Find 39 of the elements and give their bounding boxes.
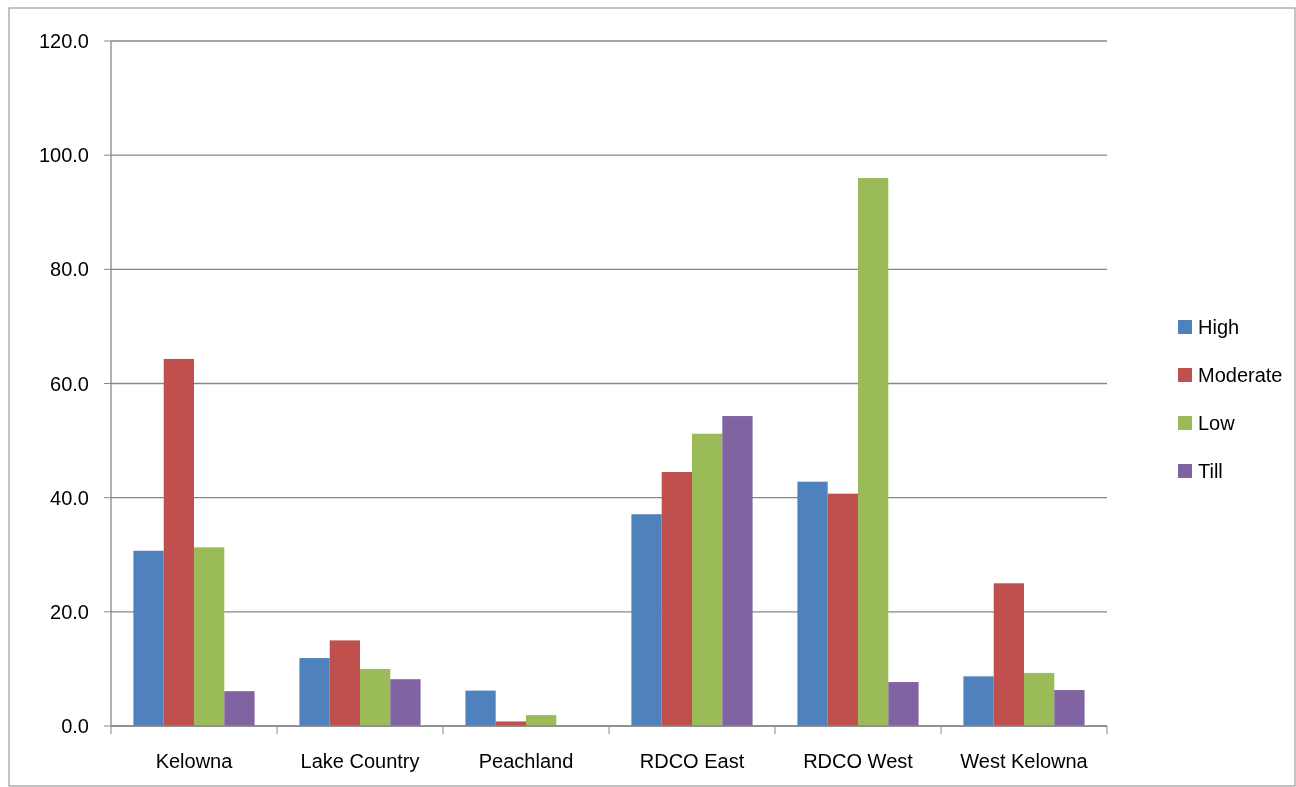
- x-tick-label: RDCO West: [803, 750, 914, 772]
- bar: [329, 640, 360, 726]
- bar: [390, 679, 421, 726]
- bar: [299, 658, 330, 726]
- bar: [963, 676, 994, 726]
- bar: [224, 691, 255, 726]
- bar: [797, 481, 828, 726]
- x-tick-label: West Kelowna: [960, 750, 1089, 772]
- x-tick-label: Peachland: [478, 750, 574, 772]
- bar: [163, 358, 194, 726]
- x-tick-label: Lake Country: [300, 750, 420, 772]
- y-tick-label: 100.0: [38, 144, 89, 167]
- y-tick-label: 120.0: [38, 30, 89, 52]
- bar: [722, 416, 753, 726]
- legend-label: Till: [1198, 460, 1223, 482]
- bar: [888, 682, 919, 726]
- y-tick-label: 20.0: [50, 600, 89, 623]
- bar: [194, 547, 225, 726]
- bar: [1054, 690, 1085, 726]
- bar: [133, 550, 164, 726]
- bar: [858, 178, 889, 726]
- y-tick-label: 40.0: [50, 486, 89, 509]
- bar: [1024, 672, 1055, 726]
- x-tick-label: Kelowna: [155, 750, 234, 772]
- bar: [993, 583, 1024, 726]
- bar: [526, 715, 557, 726]
- y-tick-label: 60.0: [50, 372, 89, 395]
- legend-label: Moderate: [1198, 364, 1283, 386]
- bar: [631, 514, 662, 726]
- bar: [465, 690, 496, 726]
- x-tick-label: RDCO East: [639, 750, 745, 772]
- y-tick-label: 80.0: [50, 258, 89, 281]
- bar: [360, 668, 391, 726]
- legend-label: High: [1198, 316, 1240, 338]
- y-tick-label: 0.0: [61, 715, 89, 737]
- bar: [692, 433, 723, 726]
- bar: [827, 493, 858, 726]
- bar: [661, 471, 692, 726]
- legend-label: Low: [1198, 412, 1236, 434]
